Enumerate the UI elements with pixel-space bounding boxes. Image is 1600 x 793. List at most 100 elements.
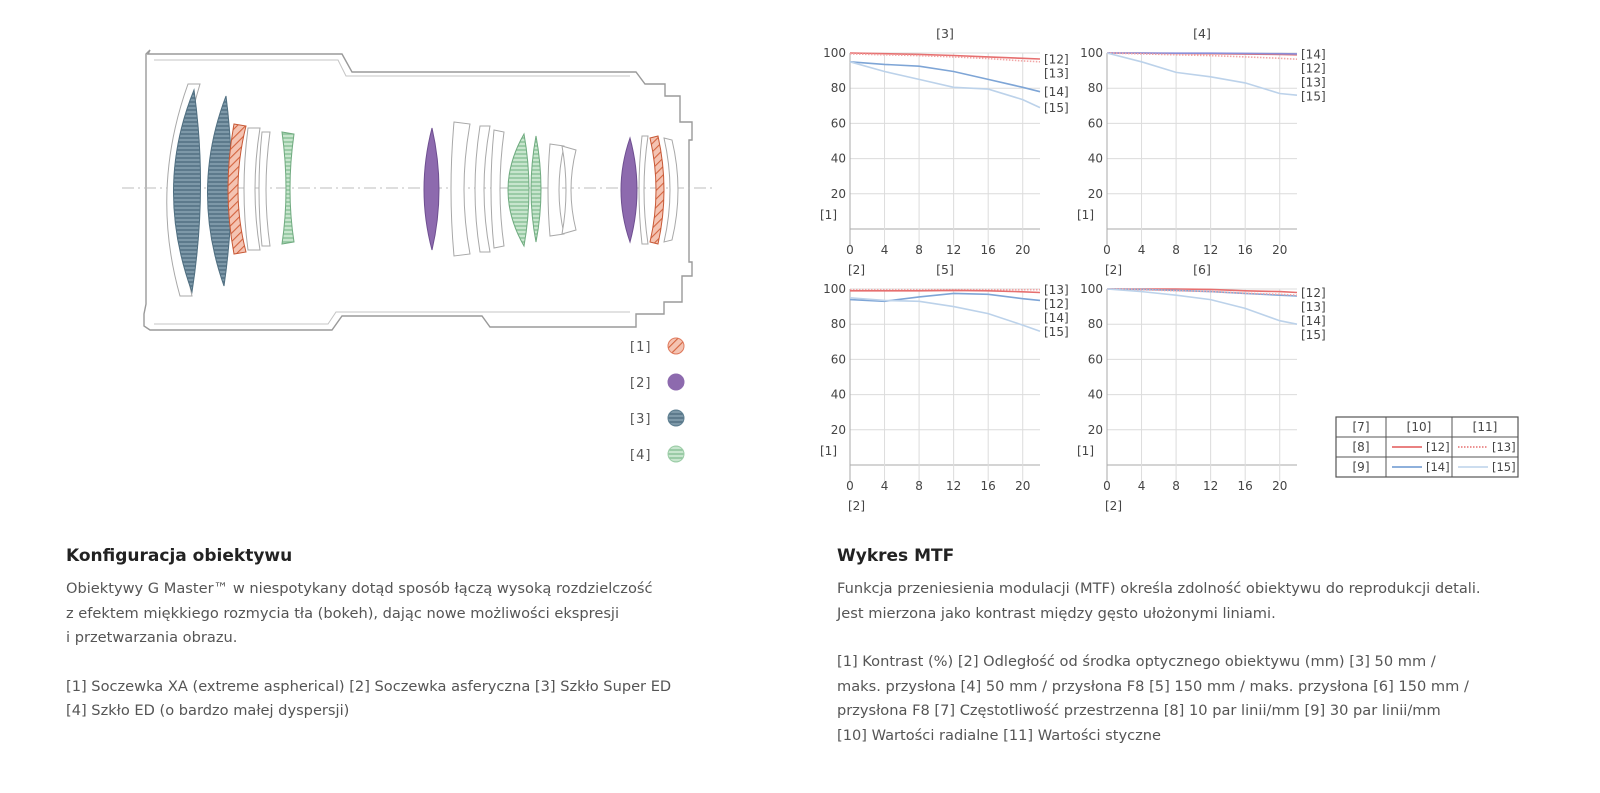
lens-legend: [1] [2] [3] [4] xyxy=(630,337,685,463)
y-tick-label: 60 xyxy=(831,116,846,130)
lens-configuration-section: Konfiguracja obiektywu Obiektywy G Maste… xyxy=(66,545,706,724)
lens-element-clear-7 xyxy=(561,145,577,235)
lens-legend-label: [4] xyxy=(630,448,651,463)
lens-element-clear-5 xyxy=(490,129,505,249)
x-tick-label: 20 xyxy=(1015,479,1030,493)
y-tick-label: 20 xyxy=(831,423,846,437)
mtf-chart-1: [3] 20 40 60 80 100 0 4 8 12 16 20 [1] [2] [12][13] [14… xyxy=(820,26,1069,277)
x-axis-label: [2] xyxy=(848,263,865,277)
mtf-chart-title: [4] xyxy=(1193,26,1211,41)
mtf-series-label: [14] xyxy=(1044,311,1069,325)
legend-line: przysłona F8 [7] Częstotliwość przestrze… xyxy=(837,702,1441,719)
lens-element-clear-3 xyxy=(450,121,471,257)
y-tick-label: 20 xyxy=(1088,187,1103,201)
lens-element-clear-4 xyxy=(474,125,491,253)
mtf-series-line-15 xyxy=(849,61,1041,109)
mtf-series-label: [15] xyxy=(1301,89,1326,103)
x-tick-label: 0 xyxy=(1103,243,1111,257)
mtf-series-label: [15] xyxy=(1044,101,1069,115)
x-tick-label: 0 xyxy=(1103,479,1111,493)
mtf-section: Wykres MTF Funkcja przeniesienia modulac… xyxy=(837,545,1537,748)
y-tick-label: 20 xyxy=(1088,423,1103,437)
mtf-series-label: [13] xyxy=(1301,300,1326,314)
mtf-series-label: [12] xyxy=(1301,61,1326,75)
lens-barrel-inner xyxy=(154,59,630,325)
y-tick-label: 80 xyxy=(831,81,846,95)
legend-line: [1] Soczewka XA (extreme aspherical) [2]… xyxy=(66,677,672,695)
x-tick-label: 16 xyxy=(981,243,996,257)
x-tick-label: 4 xyxy=(1138,243,1146,257)
lens-element-clear-6 xyxy=(547,143,565,237)
description-line: Jest mierzona jako kontrast między gęsto… xyxy=(837,604,1276,622)
y-tick-label: 80 xyxy=(831,317,846,331)
y-tick-label: 40 xyxy=(831,152,846,166)
x-tick-label: 8 xyxy=(915,479,923,493)
lens-legend-swatch-ed xyxy=(667,445,685,463)
x-tick-label: 0 xyxy=(846,479,854,493)
lens-configuration-description: Obiektywy G Master™ w niespotykany dotąd… xyxy=(66,577,706,651)
y-tick-label: 60 xyxy=(1088,116,1103,130)
legend-label-radial: [14] xyxy=(1426,460,1450,474)
x-tick-label: 16 xyxy=(1238,479,1253,493)
y-tick-label: 100 xyxy=(1080,282,1103,296)
mtf-series-line-14 xyxy=(849,61,1041,93)
mtf-series-line-15 xyxy=(1106,288,1298,325)
lens-legend-label: [3] xyxy=(630,412,651,427)
mtf-chart-4: [6] 20 40 60 80 100 0 4 8 12 16 20 [1] [2] [12][13][14… xyxy=(1077,262,1326,513)
y-tick-label: 60 xyxy=(1088,352,1103,366)
lens-element-aspherical-1 xyxy=(423,127,440,251)
mtf-series-label: [12] xyxy=(1044,52,1069,66)
legend-label-tangential: [13] xyxy=(1492,440,1516,454)
legend-label-radial: [12] xyxy=(1426,440,1450,454)
legend-label-tangential: [15] xyxy=(1492,460,1516,474)
lens-legend-swatch-xa xyxy=(667,337,685,355)
mtf-series-label: [15] xyxy=(1301,328,1326,342)
mtf-series-label: [14] xyxy=(1301,314,1326,328)
legend-line: maks. przysłona [4] 50 mm / przysłona F8… xyxy=(837,677,1469,695)
y-axis-label: [1] xyxy=(820,208,837,222)
y-tick-label: 40 xyxy=(1088,388,1103,402)
x-tick-label: 20 xyxy=(1272,243,1287,257)
x-axis-label: [2] xyxy=(1105,263,1122,277)
description-line: z efektem miękkiego rozmycia tła (bokeh)… xyxy=(66,604,620,622)
x-tick-label: 12 xyxy=(1203,479,1218,493)
mtf-chart-3: [5] 20 40 60 80 100 0 4 8 12 16 20 [1] [2] [13][12][14… xyxy=(820,262,1069,513)
y-tick-label: 60 xyxy=(831,352,846,366)
legend-line: [4] Szkło ED (o bardzo małej dyspersji) xyxy=(66,702,350,719)
lens-element-super-ed-1 xyxy=(173,88,202,294)
lens-legend-label: [1] xyxy=(630,340,651,355)
mtf-series-label: [13] xyxy=(1301,75,1326,89)
lens-legend-label: [2] xyxy=(630,376,651,391)
lens-legend-swatch-aspherical xyxy=(667,373,685,391)
lens-diagram: [1] [2] [3] [4] xyxy=(122,49,712,463)
description-line: Obiektywy G Master™ w niespotykany dotąd… xyxy=(66,580,653,597)
y-tick-label: 100 xyxy=(823,46,846,60)
mtf-title: Wykres MTF xyxy=(837,546,955,566)
lens-barrel-outline xyxy=(143,49,693,331)
y-tick-label: 80 xyxy=(1088,81,1103,95)
mtf-series-line-15 xyxy=(1106,52,1298,96)
x-tick-label: 4 xyxy=(881,479,889,493)
mtf-series-label: [15] xyxy=(1044,325,1069,339)
description-line: Funkcja przeniesienia modulacji (MTF) ok… xyxy=(837,580,1481,597)
mtf-chart-title: [5] xyxy=(936,262,954,277)
x-tick-label: 16 xyxy=(981,479,996,493)
lens-element-ed-1 xyxy=(281,131,295,245)
lens-element-ed-3 xyxy=(530,135,542,243)
mtf-legend-table: [7] [10] [11] [8] [12] [13] [9] [14] [15] xyxy=(1335,416,1519,478)
x-tick-label: 20 xyxy=(1015,243,1030,257)
y-tick-label: 40 xyxy=(831,388,846,402)
x-tick-label: 12 xyxy=(946,479,961,493)
lens-element-clear-9 xyxy=(663,137,679,243)
y-tick-label: 100 xyxy=(1080,46,1103,60)
mtf-series-line-14 xyxy=(849,292,1041,303)
legend-line: [1] Kontrast (%) [2] Odległość od środka… xyxy=(837,653,1436,670)
legend-line: [10] Wartości radialne [11] Wartości sty… xyxy=(837,726,1162,744)
lens-configuration-legend-text: [1] Soczewka XA (extreme aspherical) [2]… xyxy=(66,675,706,724)
lens-element-xa-2 xyxy=(649,135,665,245)
y-tick-label: 40 xyxy=(1088,152,1103,166)
x-axis-label: [2] xyxy=(848,499,865,513)
lens-legend-swatch-super-ed xyxy=(667,409,685,427)
y-axis-label: [1] xyxy=(1077,208,1094,222)
